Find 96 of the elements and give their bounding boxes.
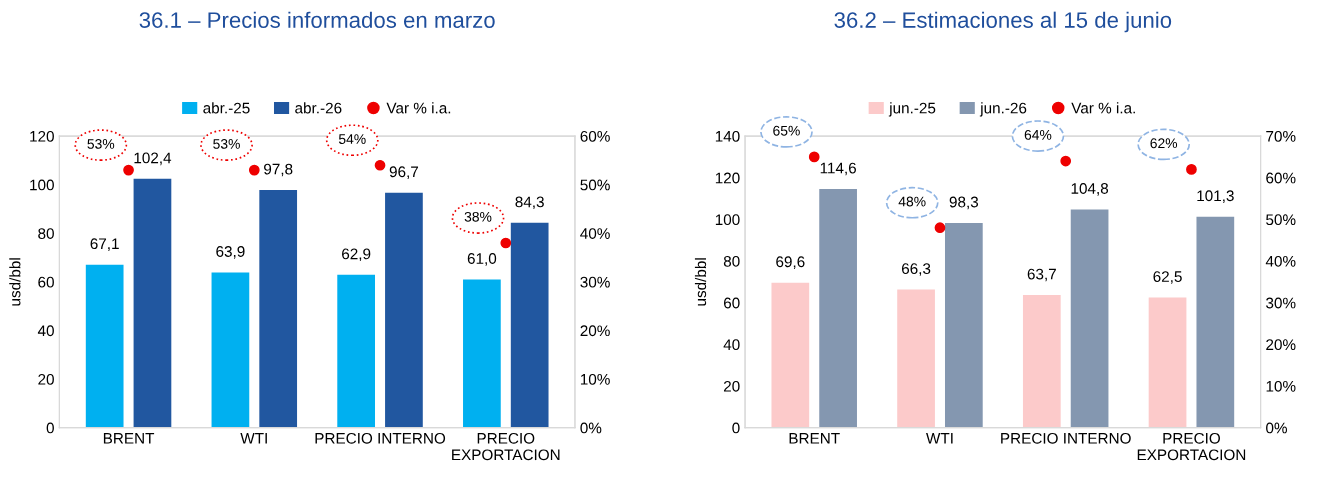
y-axis-title: usd/bbl bbox=[9, 258, 21, 306]
bar bbox=[771, 282, 810, 428]
point bbox=[500, 237, 512, 249]
chart-title: 36.2 – Estimaciones al 15 de junio bbox=[834, 11, 1172, 33]
point bbox=[1186, 164, 1197, 175]
point bbox=[808, 151, 820, 163]
data-label: 114,6 bbox=[820, 162, 856, 176]
data-label: 53% bbox=[87, 138, 115, 149]
y-tick-label: 60 bbox=[38, 276, 54, 288]
y-tick-label: 40 bbox=[723, 339, 740, 351]
x-tick-label: PRECIO INTERNO bbox=[1001, 432, 1131, 444]
y-tick-label: 140 bbox=[715, 130, 740, 142]
bar bbox=[85, 264, 124, 428]
y2-tick-label: 40% bbox=[580, 228, 610, 239]
bar bbox=[385, 192, 423, 428]
y-tick-label: 40 bbox=[37, 325, 54, 337]
y2-tick-label: 50% bbox=[580, 179, 610, 191]
x-tick-label: PRECIO EXPORTACION bbox=[452, 432, 560, 461]
bar bbox=[1148, 297, 1187, 428]
data-label: 84,3 bbox=[515, 196, 544, 210]
y-tick-label: 100 bbox=[715, 214, 740, 226]
data-label: 63,7 bbox=[1027, 268, 1056, 282]
legend-label: abr.-25 bbox=[203, 102, 250, 114]
y-tick-label: 0 bbox=[732, 422, 740, 434]
data-label: 53% bbox=[213, 138, 240, 149]
y-tick-label: 100 bbox=[30, 179, 54, 191]
bar bbox=[1070, 209, 1109, 428]
y2-tick-label: 10% bbox=[580, 373, 610, 385]
legend-label: Var % i.a. bbox=[1071, 102, 1135, 114]
y-tick-label: 80 bbox=[723, 255, 740, 267]
legend-label: jun.-25 bbox=[888, 102, 936, 117]
x-tick-label: WTI bbox=[240, 433, 267, 444]
bar bbox=[1022, 295, 1061, 428]
y2-tick-label: 40% bbox=[1265, 255, 1296, 267]
bar bbox=[259, 190, 298, 428]
y2-tick-label: 30% bbox=[1266, 297, 1296, 309]
data-label: 38% bbox=[464, 211, 492, 222]
bar bbox=[211, 272, 250, 428]
bar bbox=[510, 222, 549, 428]
bar bbox=[944, 222, 983, 428]
y-tick-label: 60 bbox=[723, 297, 740, 309]
data-label: 67,1 bbox=[90, 238, 119, 251]
point bbox=[123, 164, 134, 176]
legend-label: jun.-26 bbox=[979, 102, 1027, 117]
bar bbox=[463, 279, 501, 428]
data-label: 62,5 bbox=[1153, 271, 1182, 284]
y2-tick-label: 10% bbox=[1266, 380, 1296, 392]
y2-tick-label: 0% bbox=[580, 422, 602, 434]
x-tick-label: BRENT bbox=[789, 433, 840, 444]
y2-tick-label: 20% bbox=[580, 325, 610, 337]
point bbox=[248, 164, 260, 176]
y-tick-label: 20 bbox=[38, 373, 54, 385]
data-label: 104,8 bbox=[1071, 183, 1109, 196]
data-label: 62,9 bbox=[342, 248, 371, 262]
data-label: 102,4 bbox=[134, 152, 172, 166]
chart-title: 36.1 – Precios informados en marzo bbox=[139, 11, 495, 28]
y-tick-label: 120 bbox=[715, 172, 740, 184]
y2-tick-label: 50% bbox=[1266, 214, 1296, 226]
y2-tick-label: 60% bbox=[1266, 172, 1296, 184]
point bbox=[374, 159, 386, 171]
data-label: 98,3 bbox=[949, 196, 979, 210]
bar bbox=[1196, 216, 1235, 428]
x-tick-label: PRECIO EXPORTACION bbox=[1137, 432, 1246, 461]
y-tick-label: 0 bbox=[46, 422, 54, 434]
legend-label: Var % i.a. bbox=[386, 102, 451, 114]
data-label: 48% bbox=[898, 196, 926, 207]
data-label: 101,3 bbox=[1197, 190, 1234, 203]
data-label: 61,0 bbox=[467, 253, 497, 266]
y-tick-label: 120 bbox=[30, 130, 54, 142]
data-label: 62% bbox=[1150, 138, 1178, 149]
bar bbox=[133, 178, 172, 428]
data-label: 66,3 bbox=[901, 263, 931, 276]
data-label: 54% bbox=[338, 134, 366, 144]
legend-label: abr.-26 bbox=[295, 102, 342, 114]
y2-tick-label: 30% bbox=[580, 276, 610, 288]
data-label: 63,9 bbox=[216, 246, 245, 259]
data-label: 69,6 bbox=[776, 256, 805, 269]
y-axis-title: usd/bbl bbox=[694, 258, 707, 306]
point bbox=[1060, 155, 1072, 167]
x-tick-label: BRENT bbox=[103, 433, 155, 444]
bar bbox=[337, 274, 376, 428]
bar bbox=[819, 188, 857, 428]
y2-tick-label: 20% bbox=[1266, 339, 1296, 351]
x-tick-label: WTI bbox=[926, 433, 953, 444]
data-label: 64% bbox=[1024, 129, 1052, 140]
y-tick-label: 80 bbox=[38, 228, 54, 239]
y-tick-label: 20 bbox=[723, 380, 740, 392]
y2-tick-label: 0% bbox=[1266, 422, 1287, 434]
x-tick-label: PRECIO INTERNO bbox=[315, 432, 446, 444]
y2-tick-label: 60% bbox=[580, 130, 610, 142]
point bbox=[934, 222, 946, 234]
y2-tick-label: 70% bbox=[1266, 130, 1296, 142]
data-label: 65% bbox=[773, 125, 800, 136]
data-label: 96,7 bbox=[389, 166, 419, 179]
data-label: 97,8 bbox=[264, 163, 293, 177]
bar bbox=[897, 289, 935, 428]
